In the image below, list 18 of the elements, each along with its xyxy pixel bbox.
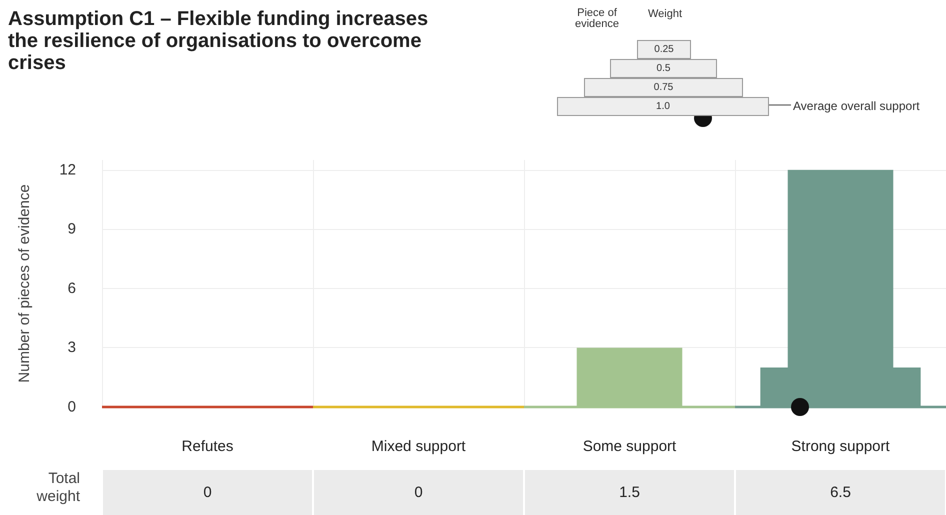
x-tick-label: Some support [582,438,678,455]
text: 0 [314,470,523,515]
chart-title: Assumption C1 – Flexible funding increases the resilience of organisations to overcome crises [8,8,430,74]
x-tick-label: Strong support [791,438,891,455]
y-tick-label: 12 [59,161,76,178]
text: 1.5 [525,470,734,515]
y-tick-label: 6 [68,280,76,297]
y-tick-label: 0 [68,398,76,416]
text: Total weight [36,470,80,506]
bar [576,348,682,407]
text: 6.5 [736,470,945,515]
weight-key: Piece of evidence Weight 0.25 0.5 0.75 1.0 Average overall support [557,4,946,129]
x-tick-label: Refutes [182,438,234,455]
x-tick-label: Mixed support [371,438,466,455]
y-tick-label: 9 [68,220,76,238]
text: 0 [103,470,312,515]
y-tick-label: 3 [68,339,76,356]
y-axis-title: Number of pieces of evidence [16,184,33,383]
